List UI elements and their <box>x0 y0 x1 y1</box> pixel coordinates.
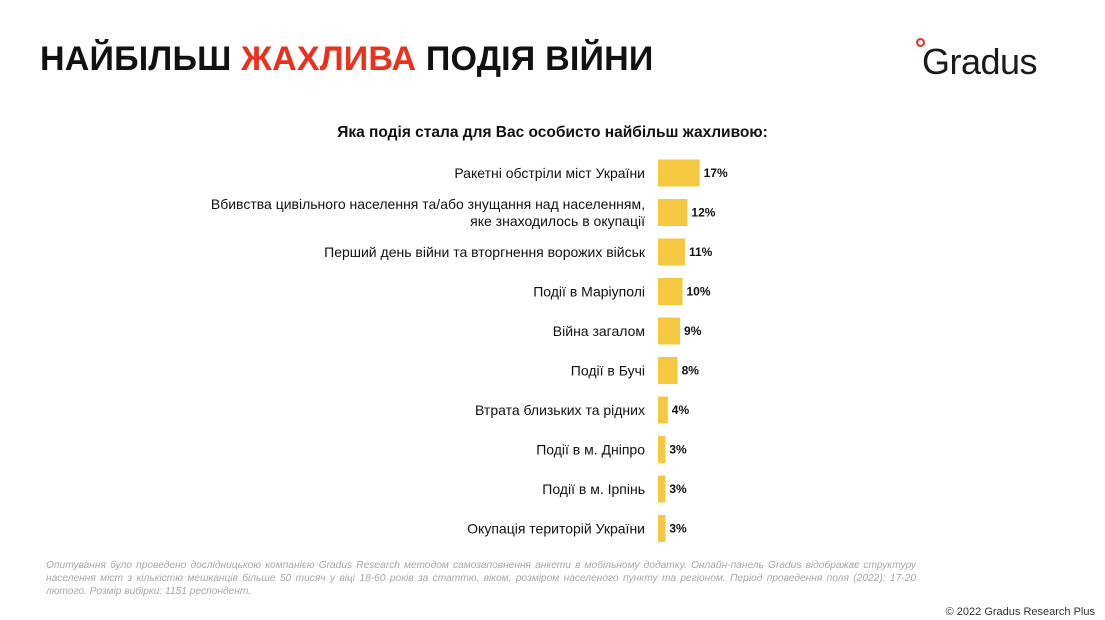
logo-text: Gradus <box>922 41 1038 82</box>
gradus-logo: Gradus <box>914 38 1074 88</box>
value-label-10: 3% <box>669 522 687 536</box>
value-label-3: 11% <box>689 245 713 259</box>
title-part2: ПОДІЯ ВІЙНИ <box>425 40 654 78</box>
logo-ring-icon <box>916 38 925 47</box>
copyright: © 2022 Gradus Research Plus <box>945 606 1095 618</box>
bar-chart: 17% Ракетні обстріли міст України 12% Вбивс… <box>211 159 728 542</box>
category-label-6: Події в Бучі <box>571 363 645 379</box>
value-label-6: 8% <box>682 364 700 378</box>
value-label-4: 10% <box>687 285 711 299</box>
value-label-9: 3% <box>669 482 687 496</box>
category-label-8: Події в м. Дніпро <box>536 442 645 458</box>
value-label-1: 17% <box>704 166 728 180</box>
category-label-2: Вбивства цивільного населення та/або зну… <box>211 196 645 229</box>
bar-8 <box>658 436 666 463</box>
page-title: НАЙБІЛЬШ ЖАХЛИВА ПОДІЯ ВІЙНИ <box>40 40 654 79</box>
bar-7 <box>658 396 668 424</box>
value-label-7: 4% <box>672 403 690 417</box>
bar-1 <box>658 159 700 187</box>
title-part1: НАЙБІЛЬШ <box>40 40 232 78</box>
bar-2 <box>658 199 688 226</box>
category-label-7: Втрата близьких та рідних <box>475 402 645 418</box>
methodology-note: Опитування було проведено дослідницькою … <box>46 560 916 597</box>
bar-6 <box>658 357 678 384</box>
category-label-3: Перший день війни та вторгнення ворожих … <box>324 244 646 260</box>
category-label-5: Війна загалом <box>553 323 645 339</box>
category-label-10: Окупація територій України <box>467 521 645 537</box>
value-label-2: 12% <box>691 206 715 220</box>
category-label-1: Ракетні обстріли міст України <box>454 165 645 181</box>
bar-5 <box>658 317 681 345</box>
category-label-4: Події в Маріуполі <box>533 284 645 300</box>
value-label-8: 3% <box>669 443 687 457</box>
bar-9 <box>658 475 666 503</box>
category-label-9: Події в м. Ірпінь <box>542 481 645 497</box>
title-accent: ЖАХЛИВА <box>241 40 417 78</box>
value-label-5: 9% <box>684 324 702 338</box>
bar-3 <box>658 238 685 266</box>
bar-4 <box>658 278 683 305</box>
chart-title: Яка подія стала для Вас особисто найбіль… <box>337 124 768 141</box>
bar-10 <box>658 515 666 542</box>
